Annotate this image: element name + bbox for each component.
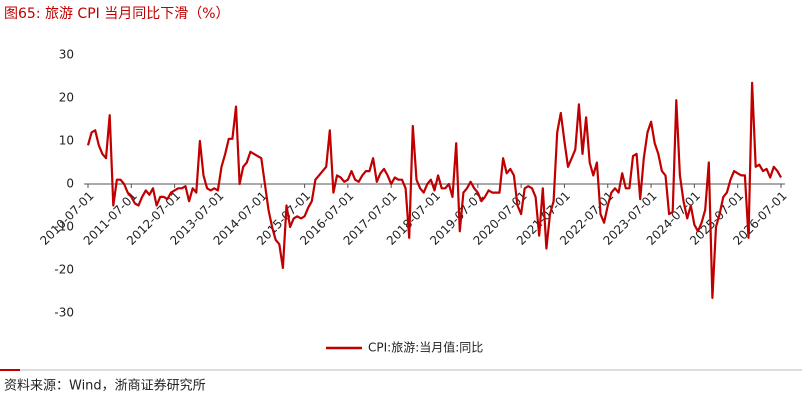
y-tick-label: -20	[54, 263, 74, 277]
y-tick-label: -30	[54, 306, 74, 320]
y-tick-label: 10	[59, 134, 74, 148]
y-tick-label: 30	[59, 48, 74, 62]
legend-label: CPI:旅游:当月值:同比	[368, 340, 483, 355]
source-note: 资料来源：Wind，浙商证券研究所	[4, 378, 206, 394]
series-line	[86, 81, 782, 299]
y-tick-label: 20	[59, 91, 74, 105]
chart-title: 图65: 旅游 CPI 当月同比下滑（%）	[4, 5, 230, 22]
y-tick-label: 0	[66, 177, 74, 191]
y-tick-label: -10	[54, 220, 74, 234]
